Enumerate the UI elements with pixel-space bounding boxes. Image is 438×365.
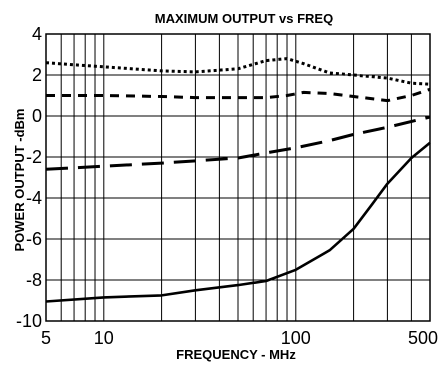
y-tick-label: -10 — [16, 311, 42, 331]
y-tick-label: -4 — [26, 188, 42, 208]
x-tick-label: 500 — [408, 328, 438, 348]
x-tick-label: 5 — [41, 328, 51, 348]
series-lines — [45, 57, 431, 303]
y-tick-label: 0 — [32, 106, 42, 126]
x-tick-label: 10 — [94, 328, 114, 348]
y-tick-label: 4 — [32, 24, 42, 44]
y-tick-label: 2 — [32, 65, 42, 85]
chart-title: MAXIMUM OUTPUT vs FREQ — [155, 11, 333, 26]
y-tick-labels: 4 2 0 -2 -4 -6 -8 -10 — [16, 24, 42, 331]
y-tick-label: -6 — [26, 229, 42, 249]
x-tick-label: 100 — [281, 328, 311, 348]
x-tick-labels: 5 10 100 500 — [41, 328, 438, 348]
series-line-solid — [45, 141, 431, 303]
grid — [46, 34, 430, 321]
plot-frame — [45, 33, 431, 322]
series-line-dotted — [45, 57, 431, 86]
series-line-short-dash — [46, 87, 431, 103]
y-tick-label: -2 — [26, 147, 42, 167]
y-tick-label: -8 — [26, 270, 42, 290]
x-axis-label: FREQUENCY - MHz — [176, 347, 296, 362]
y-axis-label: POWER OUTPUT -dBm — [12, 109, 27, 252]
series-line-long-dash — [45, 115, 431, 171]
